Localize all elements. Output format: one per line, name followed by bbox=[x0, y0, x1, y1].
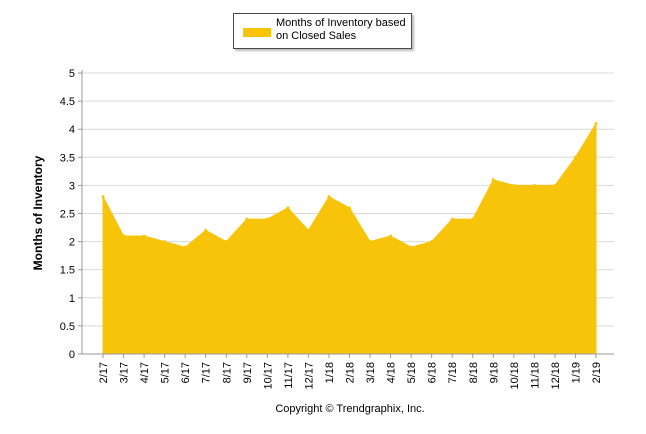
x-tick-label: 10/17 bbox=[262, 362, 274, 390]
x-tick-label: 2/17 bbox=[98, 362, 110, 383]
copyright-text: Copyright © Trendgraphix, Inc. bbox=[275, 403, 425, 415]
data-point bbox=[183, 245, 187, 249]
data-point bbox=[389, 234, 393, 238]
x-tick-label: 8/18 bbox=[468, 362, 480, 383]
data-point bbox=[409, 245, 413, 249]
x-tick-label: 4/18 bbox=[386, 362, 398, 383]
area-fill bbox=[102, 121, 597, 355]
data-point bbox=[430, 240, 434, 244]
data-point bbox=[306, 228, 310, 232]
x-tick-label: 5/17 bbox=[160, 362, 172, 383]
data-point bbox=[553, 183, 557, 187]
data-point bbox=[512, 183, 516, 187]
y-tick-label: 3.5 bbox=[60, 152, 75, 164]
x-tick-label: 6/17 bbox=[180, 362, 192, 383]
y-tick-label: 1.5 bbox=[60, 265, 75, 277]
data-point bbox=[450, 217, 454, 221]
x-tick-label: 4/17 bbox=[139, 362, 151, 383]
x-tick-label: 8/17 bbox=[221, 362, 233, 383]
data-point bbox=[245, 217, 249, 221]
axes bbox=[81, 70, 614, 355]
y-tick-label: 1 bbox=[69, 293, 75, 305]
x-tick-label: 1/19 bbox=[570, 362, 582, 383]
y-tick-label: 3 bbox=[69, 180, 75, 192]
x-tick-label: 11/18 bbox=[529, 362, 541, 389]
area-series bbox=[101, 121, 598, 355]
data-point bbox=[163, 240, 167, 244]
x-tick-label: 7/18 bbox=[447, 362, 459, 383]
x-tick-label: 5/18 bbox=[406, 362, 418, 383]
y-axis-title: Months of Inventory bbox=[31, 155, 45, 270]
y-tick-label: 2 bbox=[69, 237, 75, 249]
x-tick-label: 12/17 bbox=[303, 362, 315, 390]
x-tick-label: 12/18 bbox=[550, 362, 562, 390]
legend: Months of Inventory based on Closed Sale… bbox=[233, 13, 412, 49]
data-point bbox=[368, 240, 372, 244]
x-tick-label: 3/17 bbox=[119, 362, 131, 383]
legend-swatch bbox=[243, 28, 271, 37]
x-tick-labels: 2/17 3/17 4/17 5/17 6/17 7/17 8/17 9/17 10/17 11/… bbox=[98, 354, 603, 390]
data-point bbox=[286, 206, 290, 210]
x-tick-label: 9/17 bbox=[242, 362, 254, 383]
x-tick-label: 2/18 bbox=[345, 362, 357, 383]
y-tick-label: 4.5 bbox=[60, 96, 75, 108]
data-point bbox=[101, 195, 105, 199]
data-point bbox=[594, 122, 598, 126]
data-point bbox=[532, 183, 536, 187]
data-point bbox=[471, 217, 475, 221]
data-point bbox=[122, 234, 126, 238]
x-tick-label: 1/18 bbox=[324, 362, 336, 383]
y-tick-label: 2.5 bbox=[60, 209, 75, 221]
data-point bbox=[573, 155, 577, 159]
data-point bbox=[491, 178, 495, 182]
x-tick-label: 2/19 bbox=[591, 362, 603, 383]
legend-label: Months of Inventory based on Closed Sale… bbox=[276, 17, 406, 42]
y-tick-label: 0 bbox=[69, 349, 75, 361]
data-point bbox=[327, 195, 331, 199]
x-tick-label: 3/18 bbox=[365, 362, 377, 383]
data-point bbox=[224, 240, 228, 244]
data-point bbox=[265, 217, 269, 221]
x-tick-label: 7/17 bbox=[201, 362, 213, 383]
data-point bbox=[142, 234, 146, 238]
y-tick-label: 5 bbox=[69, 68, 75, 80]
y-tick-label: 4 bbox=[69, 124, 75, 136]
y-tick-labels: 0 0.5 1 1.5 2 2.5 3 3.5 4 4.5 5 bbox=[60, 68, 82, 361]
x-tick-label: 10/18 bbox=[509, 362, 521, 390]
data-point bbox=[348, 206, 351, 210]
x-tick-label: 9/18 bbox=[488, 362, 500, 383]
x-tick-label: 11/17 bbox=[283, 362, 295, 389]
x-tick-label: 6/18 bbox=[427, 362, 439, 383]
data-point bbox=[204, 228, 208, 232]
y-tick-label: 0.5 bbox=[60, 321, 75, 333]
